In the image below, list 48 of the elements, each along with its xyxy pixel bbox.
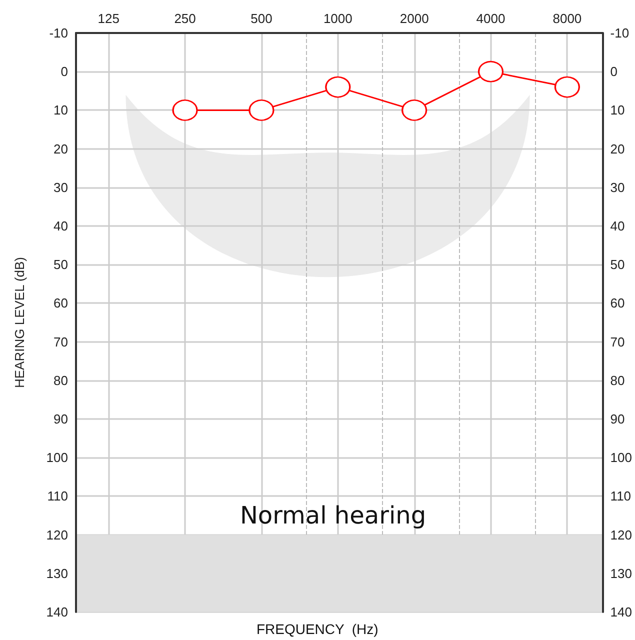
point: [402, 99, 428, 121]
y-tick-label: 100: [46, 450, 68, 466]
y-tick-label: 70: [54, 334, 68, 350]
y-tick-label: 140: [46, 604, 68, 620]
y-tick-label: 60: [54, 296, 68, 311]
y2-tick-label: 90: [610, 412, 625, 426]
x-tick-label: 2000: [400, 11, 429, 26]
y2-tick-label: 70: [610, 334, 625, 350]
y-tick-label: 80: [54, 372, 68, 388]
y2-tick-label: 20: [610, 141, 625, 156]
y2-tick-label: 80: [610, 372, 625, 388]
point: [172, 99, 198, 121]
y2-tick-label: 50: [610, 257, 625, 272]
y2-tick-label: 60: [610, 296, 625, 311]
y-tick-label: 110: [47, 488, 68, 504]
x-tick-label: 500: [250, 11, 272, 26]
y2-tick-label: 40: [610, 218, 625, 234]
y-tick-label: -10: [49, 26, 68, 40]
annotation: Normal hearing: [240, 502, 426, 530]
x-tick-label: 125: [98, 11, 120, 26]
x-tick-label: 1000: [323, 11, 352, 26]
x-axis-title: FREQUENCY (Hz): [256, 621, 378, 637]
y-tick-label: 130: [46, 566, 68, 581]
x-tick-label: 250: [174, 11, 196, 26]
y-tick-label: 0: [60, 64, 68, 80]
y-tick-label: 50: [54, 257, 68, 272]
y-tick-label: 10: [54, 102, 68, 118]
y-tick-label: 90: [54, 412, 68, 426]
x-tick-label: 8000: [552, 11, 582, 26]
point: [325, 76, 351, 98]
y-tick-label: 30: [54, 180, 68, 195]
x-tick-label: 4000: [476, 11, 506, 26]
point: [478, 60, 504, 82]
y2-tick-label: -10: [610, 26, 630, 40]
y2-tick-label: 120: [610, 527, 632, 542]
y-tick-label: 40: [54, 218, 68, 234]
y2-tick-label: 0: [610, 64, 618, 80]
y-tick-label: 120: [46, 527, 68, 542]
y2-tick-label: 110: [610, 488, 632, 504]
point: [248, 99, 274, 121]
y2-tick-label: 100: [610, 450, 632, 466]
y-axis-title: HEARING LEVEL (dB): [12, 256, 27, 388]
y2-tick-label: 10: [610, 102, 625, 118]
y2-tick-label: 130: [610, 566, 632, 581]
point: [554, 76, 580, 98]
y2-tick-label: 140: [610, 604, 632, 620]
y-tick-label: 20: [54, 141, 68, 156]
y2-tick-label: 30: [610, 180, 625, 195]
